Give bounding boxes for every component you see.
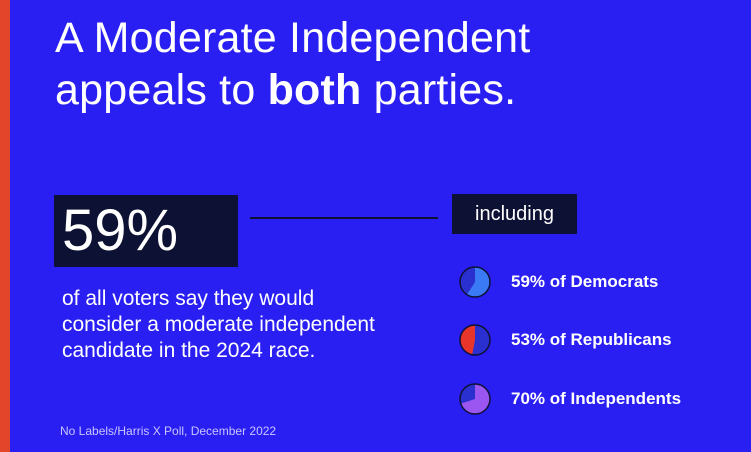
headline-line-2-suffix: parties.	[361, 66, 517, 114]
big-stat: 59%	[62, 198, 179, 263]
pie-row: 70% of Independents	[455, 379, 745, 419]
connector-line	[250, 217, 438, 219]
headline-line-2: appeals to both parties.	[55, 64, 735, 116]
pie-row: 59% of Democrats	[455, 262, 745, 302]
pie-outline	[459, 383, 491, 415]
pie-chart	[459, 383, 491, 415]
pie-chart	[459, 324, 491, 356]
headline: A Moderate Independent appeals to both p…	[55, 12, 735, 116]
pie-chart	[459, 266, 491, 298]
pie-slice	[460, 384, 490, 414]
pie-slice	[472, 325, 490, 355]
big-stat-box: 59%	[54, 195, 238, 267]
pie-outline	[459, 266, 491, 298]
pie-label: 59% of Democrats	[511, 272, 659, 291]
headline-emphasis: both	[267, 66, 362, 114]
headline-line-1: A Moderate Independent	[55, 14, 531, 62]
including-box: including	[452, 194, 577, 234]
pie-slice	[466, 267, 490, 297]
pie-label: 53% of Republicans	[511, 330, 672, 349]
description: of all voters say they would consider a …	[62, 287, 375, 362]
pie-outline	[459, 324, 491, 356]
pie-label: 70% of Independents	[511, 389, 682, 408]
pie-breakdown: 59% of Democrats 53% of Republicans 70% of…	[455, 262, 745, 422]
including-label: including	[475, 203, 554, 225]
source-note: No Labels/Harris X Poll, December 2022	[60, 424, 277, 438]
accent-bar	[0, 0, 10, 452]
pie-row: 53% of Republicans	[455, 320, 745, 360]
headline-line-2-prefix: appeals to	[55, 66, 268, 114]
